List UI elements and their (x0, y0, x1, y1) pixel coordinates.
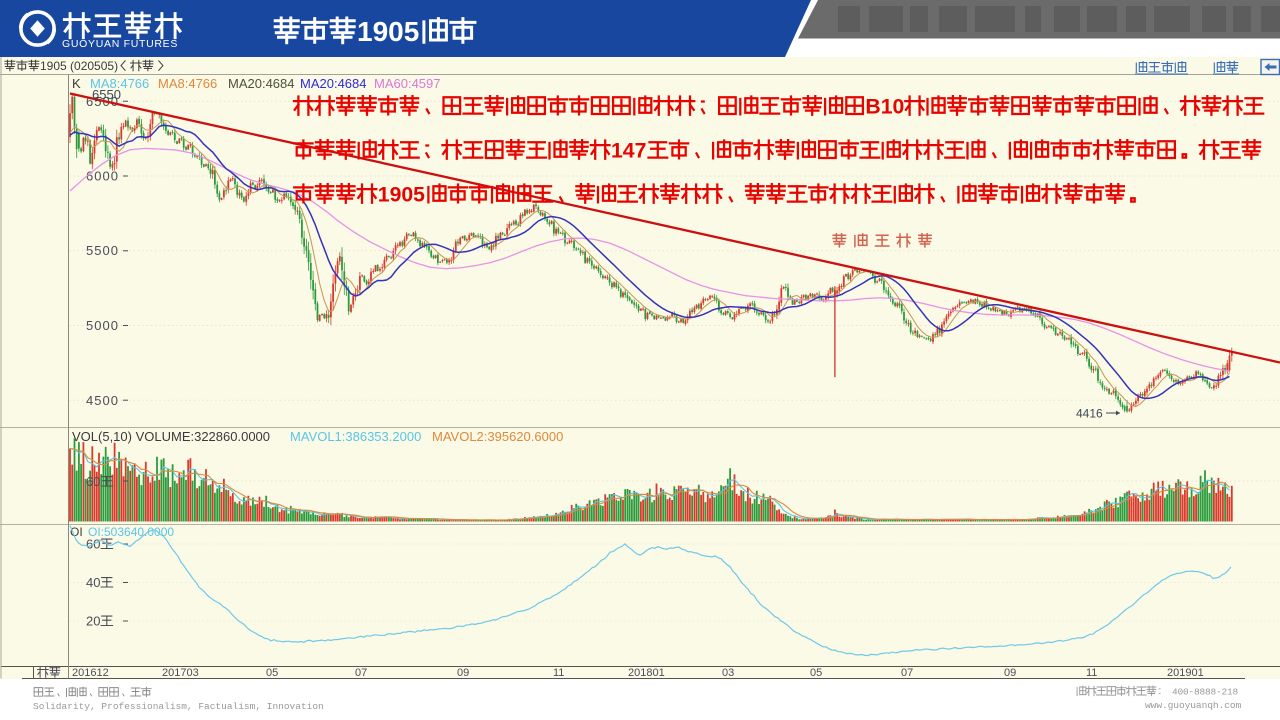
svg-text:1905: 1905 (378, 184, 425, 207)
svg-text:MA8:4766: MA8:4766 (90, 76, 149, 91)
svg-text:400-8888-218: 400-8888-218 (1172, 687, 1239, 698)
svg-text:05: 05 (810, 667, 822, 679)
svg-text:Solidarity, Professionalism, F: Solidarity, Professionalism, Factualism,… (33, 701, 324, 712)
svg-text:MAVOL2:395620.6000: MAVOL2:395620.6000 (432, 429, 563, 444)
svg-text:09: 09 (1004, 667, 1016, 679)
svg-text:09: 09 (457, 667, 469, 679)
svg-text:MA20:4684: MA20:4684 (228, 76, 295, 91)
svg-text:201801: 201801 (628, 667, 665, 679)
svg-text:MAVOL1:386353.2000: MAVOL1:386353.2000 (290, 429, 421, 444)
svg-text:www.guoyuanqh.com: www.guoyuanqh.com (1145, 700, 1242, 711)
svg-text:6000: 6000 (86, 169, 119, 184)
svg-text:147: 147 (611, 140, 646, 163)
svg-text:201901: 201901 (1167, 667, 1204, 679)
svg-text:4500: 4500 (86, 393, 119, 408)
svg-text:201703: 201703 (162, 667, 199, 679)
svg-text:20: 20 (86, 614, 100, 629)
svg-text:60: 60 (86, 474, 100, 489)
svg-text:201612: 201612 (72, 667, 109, 679)
svg-text:5000: 5000 (86, 318, 119, 333)
svg-text:11: 11 (553, 667, 564, 679)
svg-text:OI:503640.0000: OI:503640.0000 (88, 525, 174, 539)
svg-text:07: 07 (355, 667, 367, 679)
svg-text:VOL(5,10) VOLUME:322860.0000: VOL(5,10) VOLUME:322860.0000 (72, 429, 270, 444)
svg-text:K: K (72, 76, 81, 91)
svg-text:6550: 6550 (92, 87, 121, 102)
svg-text:40: 40 (86, 575, 100, 590)
svg-text:07: 07 (901, 667, 913, 679)
svg-text:11: 11 (1086, 667, 1097, 679)
svg-text:1905: 1905 (357, 16, 419, 47)
svg-text:MA8:4766: MA8:4766 (158, 76, 217, 91)
svg-text:4416: 4416 (1076, 407, 1103, 421)
svg-text:05: 05 (266, 667, 278, 679)
svg-text:MA20:4684: MA20:4684 (300, 76, 367, 91)
svg-text:03: 03 (722, 667, 734, 679)
svg-text:B10: B10 (865, 96, 904, 119)
svg-text:GUOYUAN FUTURES: GUOYUAN FUTURES (62, 38, 178, 50)
svg-text:OI: OI (70, 525, 83, 539)
svg-text:MA60:4597: MA60:4597 (374, 76, 441, 91)
svg-text:1905 (020505): 1905 (020505) (40, 59, 118, 73)
svg-text:5500: 5500 (86, 243, 119, 258)
